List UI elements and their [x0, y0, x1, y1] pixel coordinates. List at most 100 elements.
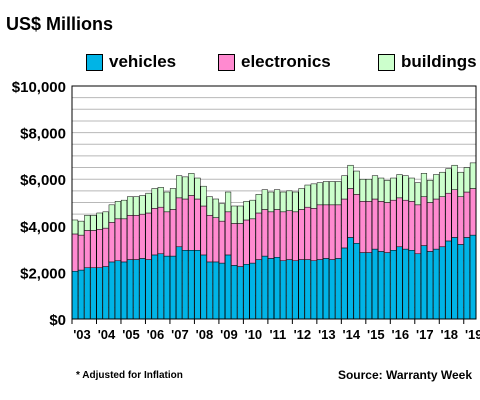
y-tick-label: $0	[49, 312, 66, 329]
bar-vehicles	[433, 248, 440, 320]
bar-buildings	[310, 183, 317, 209]
chart-title: US$ Millions	[6, 14, 114, 34]
bar-buildings	[304, 184, 311, 208]
bar-electronics	[322, 204, 330, 259]
bar-buildings	[286, 190, 293, 211]
bar-vehicles	[322, 258, 330, 320]
bar-buildings	[359, 178, 366, 202]
bar-electronics	[71, 233, 79, 272]
x-tick-label: '05	[122, 327, 140, 342]
bar-electronics	[304, 206, 311, 260]
bar-electronics	[463, 191, 470, 238]
bar-vehicles	[78, 269, 85, 320]
bar-buildings	[96, 212, 103, 230]
bar-buildings	[133, 196, 140, 216]
bar-buildings	[414, 182, 421, 206]
bar-electronics	[261, 209, 268, 257]
bar-vehicles	[292, 260, 299, 320]
bar-electronics	[292, 211, 299, 262]
source-credit: Source: Warranty Week	[337, 368, 472, 382]
bar-electronics	[188, 195, 195, 251]
bar-vehicles	[218, 262, 226, 320]
bar-vehicles	[139, 258, 146, 320]
bar-vehicles	[225, 254, 232, 320]
bar-buildings	[182, 176, 189, 200]
bar-vehicles	[84, 267, 91, 320]
x-tick-label: '03	[73, 327, 91, 342]
x-tick-label: '08	[196, 327, 214, 342]
bar-electronics	[139, 213, 146, 259]
bar-vehicles	[457, 244, 464, 320]
bar-electronics	[127, 215, 134, 260]
bar-vehicles	[169, 255, 177, 320]
bar-vehicles	[469, 234, 476, 320]
bar-vehicles	[316, 259, 323, 320]
bar-vehicles	[255, 259, 262, 320]
bar-electronics	[218, 220, 226, 264]
bar-buildings	[371, 175, 379, 200]
y-tick-label: $8,000	[20, 126, 66, 143]
bar-buildings	[237, 205, 244, 224]
bar-vehicles	[120, 261, 128, 320]
bar-vehicles	[133, 259, 140, 320]
legend-item-vehicles: vehicles	[86, 52, 176, 71]
bar-vehicles	[335, 258, 342, 320]
x-tick-label: '04	[98, 327, 116, 342]
bar-electronics	[176, 197, 183, 248]
bar-buildings	[249, 199, 256, 220]
bar-vehicles	[243, 264, 250, 320]
bar-buildings	[335, 181, 342, 206]
bar-buildings	[157, 187, 164, 208]
bar-vehicles	[200, 254, 207, 320]
bar-electronics	[365, 201, 372, 253]
bar-vehicles	[249, 262, 256, 320]
bar-vehicles	[108, 261, 115, 320]
bar-buildings	[102, 211, 109, 229]
bar-electronics	[414, 204, 421, 255]
bar-buildings	[71, 219, 79, 235]
bar-electronics	[420, 196, 428, 246]
legend-label-buildings: buildings	[401, 52, 477, 71]
bar-buildings	[420, 173, 428, 197]
bar-vehicles	[71, 270, 79, 320]
bar-buildings	[469, 162, 476, 189]
bar-electronics	[469, 188, 476, 236]
bar-buildings	[451, 164, 458, 190]
bar-electronics	[169, 209, 177, 257]
bar-electronics	[396, 197, 403, 248]
bar-electronics	[243, 219, 250, 265]
bar-buildings	[341, 175, 348, 200]
bar-vehicles	[347, 237, 354, 320]
bar-buildings	[200, 185, 207, 207]
bar-buildings	[108, 204, 115, 223]
bar-buildings	[212, 198, 219, 218]
bar-electronics	[78, 234, 85, 271]
y-tick-label: $10,000	[12, 79, 66, 96]
bar-buildings	[188, 173, 195, 196]
bar-electronics	[145, 212, 152, 260]
bar-vehicles	[114, 260, 121, 320]
bar-buildings	[329, 181, 336, 206]
x-tick-label: '09	[220, 327, 238, 342]
bar-buildings	[353, 170, 360, 195]
bar-electronics	[280, 211, 287, 262]
bar-electronics	[347, 188, 354, 238]
bar-electronics	[151, 208, 158, 256]
bar-electronics	[402, 199, 409, 250]
legend-label-electronics: electronics	[241, 52, 331, 71]
bar-buildings	[457, 171, 464, 197]
x-tick-label: '13	[318, 327, 336, 342]
bar-vehicles	[176, 246, 183, 320]
bar-electronics	[341, 198, 348, 249]
bar-electronics	[182, 198, 189, 251]
bar-vehicles	[157, 253, 164, 320]
bar-buildings	[322, 181, 330, 206]
bar-buildings	[114, 201, 121, 220]
legend-item-electronics: electronics	[218, 52, 331, 71]
bar-electronics	[206, 215, 213, 263]
bar-electronics	[310, 208, 317, 262]
bar-electronics	[384, 202, 391, 253]
bar-buildings	[120, 199, 128, 220]
bar-electronics	[231, 223, 238, 266]
